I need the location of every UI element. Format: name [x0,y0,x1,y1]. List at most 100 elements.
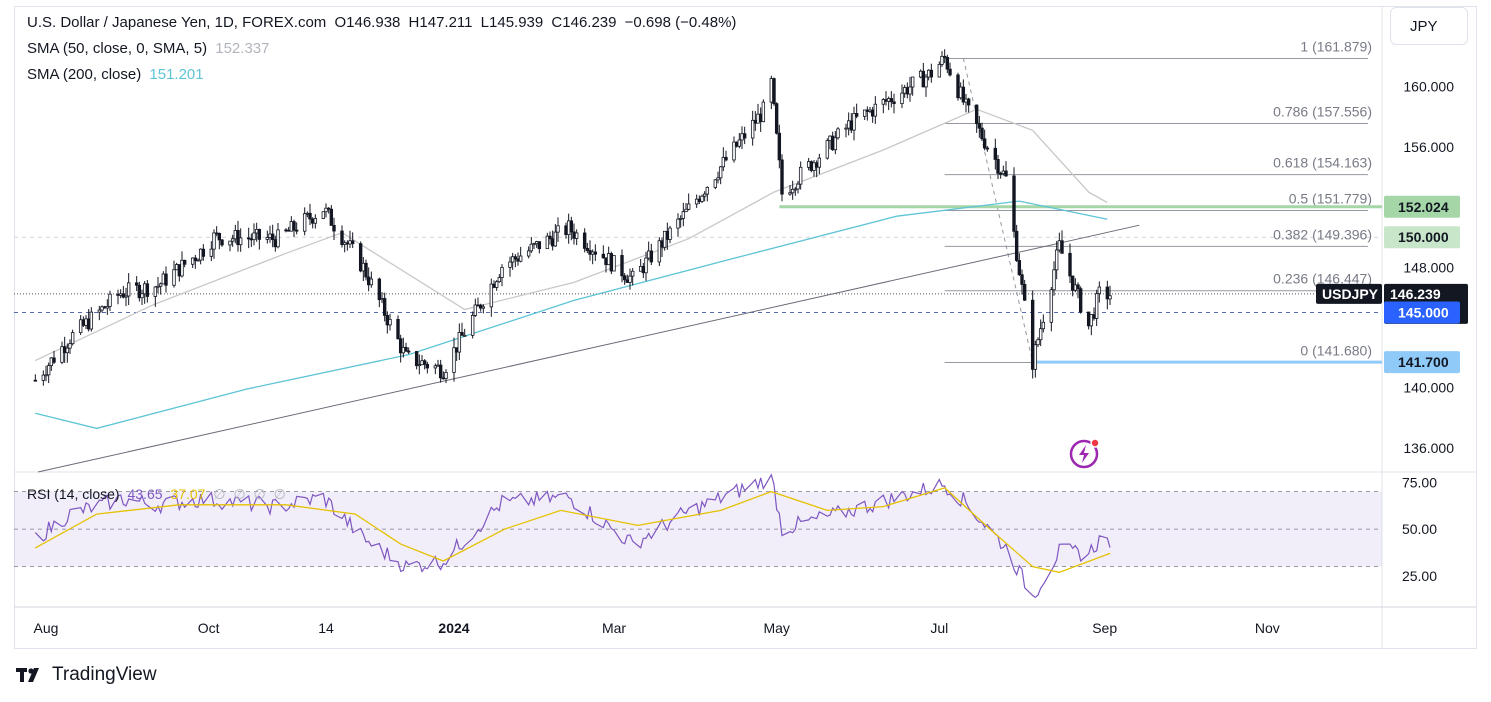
candle-body-2024-04-05 [705,187,710,195]
candle-body-2023-07-31 [41,374,46,381]
fib-label-1: 1 (161.879) [1300,38,1372,54]
candle-body-2024-01-18 [497,277,502,283]
candle-body-2023-08-14 [78,319,83,333]
candle-body-2024-07-10 [961,86,966,103]
brand[interactable]: TradingView [16,664,157,686]
candle-body-2024-05-01 [774,103,779,134]
candle-body-2024-04-04 [702,193,707,197]
candle-body-2024-03-13 [644,257,648,274]
time-tick-May: May [763,620,789,636]
candle-body-2024-05-10 [798,166,803,185]
ohlc-low: L145.939 [480,14,544,31]
candle-body-2024-08-21 [1073,284,1078,291]
candle-body-2024-06-12 [886,98,891,102]
rsi-ma-value: 37.07 [170,486,206,502]
price-tick-148.000: 148.000 [1403,259,1454,275]
rsi-pane [14,473,1382,599]
candle-body-2023-12-13 [401,347,406,354]
candle-body-2024-02-02 [537,241,542,250]
candle-body-2023-10-19 [254,228,259,234]
candle-body-2024-02-20 [585,247,590,251]
candle-body-2024-02-19 [582,232,587,249]
candle-body-2024-08-15 [1057,240,1062,251]
candle-body-2024-08-22 [1076,284,1080,290]
candle-body-2023-08-17 [86,318,91,330]
candle-body-2024-01-16 [492,283,496,288]
candle-body-2023-12-07 [385,315,390,326]
candle-body-2023-10-06 [220,239,224,246]
candle-body-2023-12-12 [398,338,403,354]
price-badges: 152.024150.000USDJPY146.23913:29:43145.0… [1316,195,1468,374]
candle-body-2024-05-28 [846,120,851,129]
candle-body-2023-08-18 [89,311,94,330]
candle-body-2024-08-19 [1068,252,1072,277]
candle-body-2023-08-21 [97,309,102,313]
candle-body-2023-07-28 [33,379,38,382]
candle-body-2024-08-28 [1092,314,1096,319]
candle-body-2024-07-30 [1014,230,1019,261]
candle-body-2024-06-11 [884,99,888,102]
trendline [37,224,1140,473]
candle-body-2023-09-08 [145,283,150,297]
candle-body-2023-12-11 [396,318,400,340]
candle-body-2023-12-20 [420,360,424,366]
fib-label-0.786: 0.786 (157.556) [1273,104,1372,120]
candle-body-2024-03-07 [628,275,632,283]
candle-body-2023-11-03 [294,229,299,232]
candle-body-2023-08-02 [46,365,51,376]
candle-body-2023-09-12 [156,285,160,288]
candle-body-2023-08-31 [124,295,128,298]
badge-label-145.000: 145.000 [1398,304,1449,320]
snapshot-icon[interactable] [1068,436,1102,470]
candle-body-2023-09-28 [198,248,203,261]
candle-body-2024-01-04 [460,332,464,336]
candle-body-2023-12-04 [377,278,382,301]
candle-body-2024-01-17 [494,281,499,288]
candle-body-2024-02-27 [604,257,608,266]
time-tick-Nov: Nov [1255,620,1280,636]
candle-body-2023-11-29 [364,262,368,278]
candle-body-2024-08-23 [1078,288,1083,313]
ohlc-close: C146.239 [551,14,617,31]
candle-body-2023-11-08 [308,212,312,220]
fibonacci-retracement: 1 (161.879) 0.786 (157.556) 0.618 (154.163… [779,38,1382,364]
rsi-tick-75.00: 75.00 [1402,474,1437,490]
candle-body-2024-07-15 [974,104,979,124]
candle-body-2024-06-27 [926,69,931,78]
candle-body-2024-03-06 [625,279,630,283]
candle-body-2023-08-30 [121,293,126,298]
badge-bg-141.700 [1384,351,1460,374]
candle-body-2024-02-14 [569,220,574,233]
candle-body-2024-01-29 [526,250,531,257]
sma50-label: SMA (50, close, 0, SMA, 5) [27,40,208,57]
candle-body-2024-08-06 [1033,344,1038,370]
candle-body-2024-03-01 [612,255,616,272]
candle-body-2024-05-13 [806,161,811,168]
candle-body-2023-12-01 [369,278,374,286]
candle-body-2024-03-04 [620,255,624,277]
candle-body-2023-08-24 [105,305,110,309]
candle-body-2024-03-08 [630,270,635,277]
candle-body-2024-05-16 [814,162,819,168]
candle-body-2023-12-05 [380,298,384,301]
ohlc-open: O146.938 [334,14,401,31]
time-tick-Sep: Sep [1092,620,1117,636]
tradingview-logo-icon [16,668,39,682]
candle-body-2024-02-08 [553,231,558,247]
candle-body-2023-10-03 [212,232,216,250]
candle-body-2024-03-28 [684,208,688,213]
candle-body-2024-07-04 [945,56,950,70]
currency-button[interactable]: JPY [1390,7,1468,45]
candle-body-2024-03-18 [657,240,662,263]
candle-body-2024-08-09 [1041,321,1046,330]
badge-label-152.024: 152.024 [1398,199,1449,215]
candle-body-2023-10-31 [286,229,291,232]
candle-body-2023-10-30 [284,229,288,232]
sma200-label: SMA (200, close) [27,66,142,83]
candle-body-2023-11-24 [350,240,355,245]
candle-body-2024-03-29 [686,203,691,210]
candle-body-2024-07-03 [942,55,947,58]
candle-body-2024-01-19 [500,267,504,278]
price-tick-160.000: 160.000 [1403,79,1454,95]
candle-body-2024-05-09 [796,183,800,190]
